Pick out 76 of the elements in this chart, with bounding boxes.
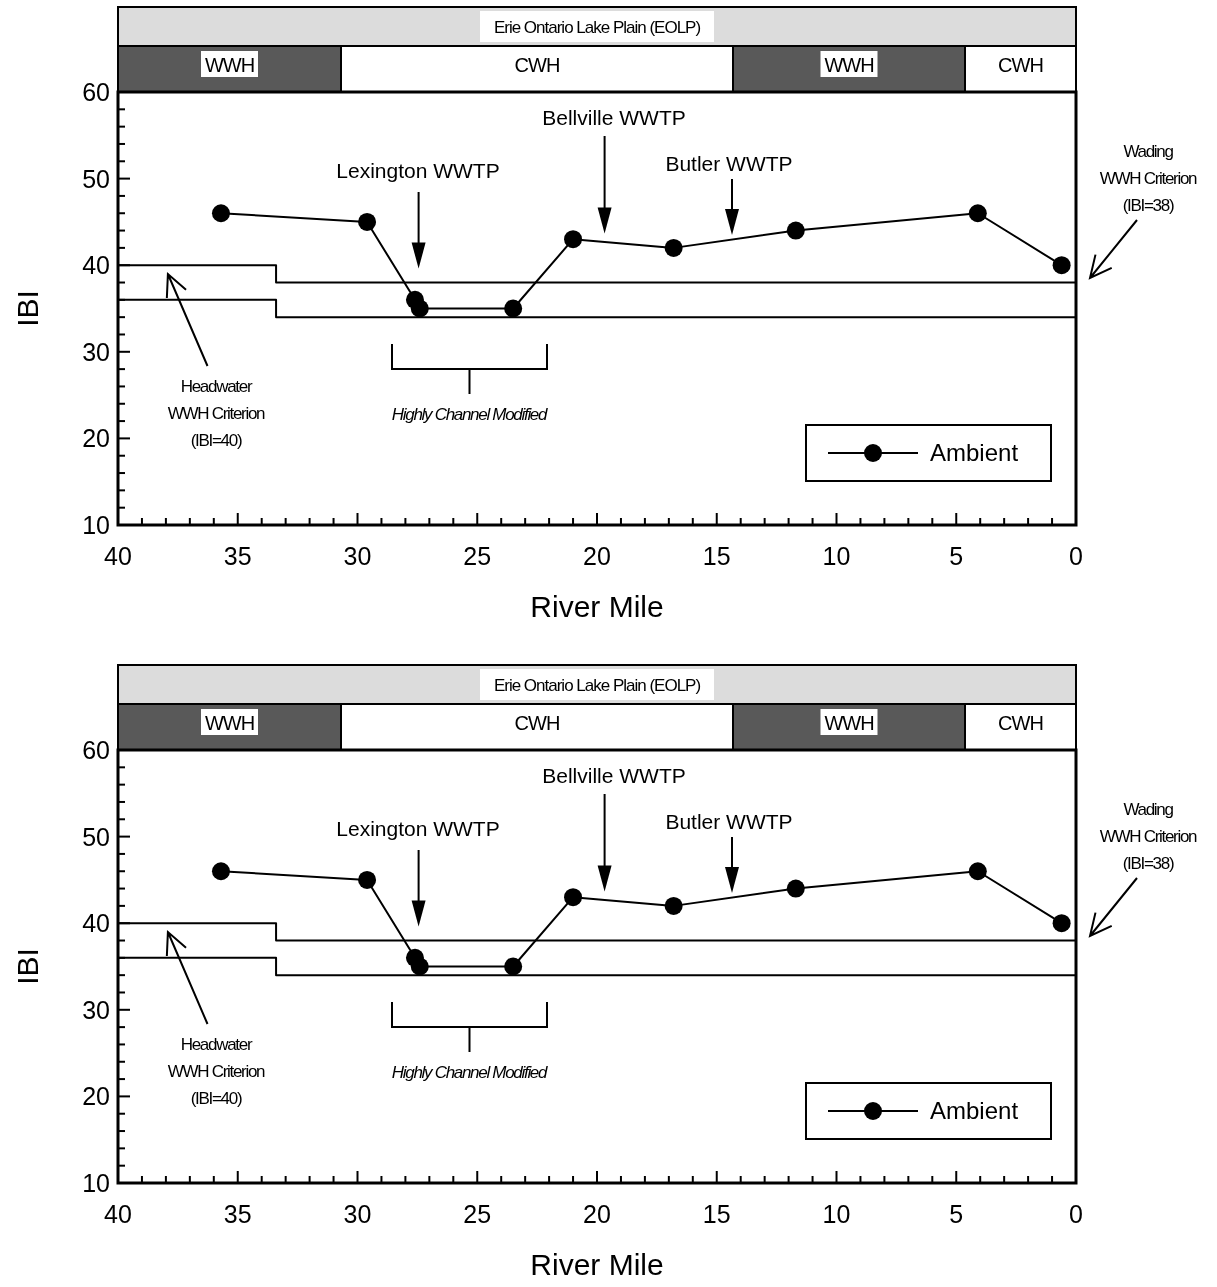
point <box>211 204 230 223</box>
y-tick-label: 30 <box>82 995 110 1024</box>
x-tick-label: 15 <box>702 1200 731 1228</box>
x-axis-title: River Mile <box>530 1248 664 1281</box>
text: CWH <box>998 712 1043 734</box>
text: CWH <box>514 712 560 734</box>
x-axis-title: River Mile <box>530 590 664 623</box>
text: WWH <box>824 54 874 76</box>
y-tick-label: 50 <box>82 164 110 193</box>
point <box>564 230 583 249</box>
x-tick-label: 10 <box>822 1200 851 1228</box>
text: CWH <box>998 54 1043 76</box>
x-tick-label: 0 <box>1069 542 1083 570</box>
text: WWH <box>204 54 255 76</box>
annotation: Bellville WWTP <box>542 764 686 787</box>
text: Wading WWH Criterion (IBI=38) <box>1099 800 1198 873</box>
annotation: Lexington WWTP <box>336 159 500 182</box>
x-tick-label: 15 <box>702 542 731 570</box>
x-tick-label: 35 <box>223 542 252 570</box>
y-tick-label: 60 <box>82 78 110 106</box>
x-tick-label: 40 <box>104 1200 132 1228</box>
point <box>211 862 230 881</box>
point <box>410 957 429 976</box>
text: Wading WWH Criterion (IBI=38) <box>1099 142 1198 215</box>
y-tick-label: 30 <box>82 337 110 366</box>
point <box>564 888 583 907</box>
point <box>1052 914 1071 933</box>
x-tick-label: 5 <box>949 542 964 570</box>
point <box>1052 256 1071 275</box>
y-tick-label: 20 <box>82 1082 110 1111</box>
point <box>786 221 805 240</box>
y-tick-label: 50 <box>82 822 110 851</box>
y-tick-label: 10 <box>82 1169 110 1197</box>
x-tick-label: 25 <box>463 542 492 570</box>
chart-title: Erie Ontario Lake Plain (EOLP) <box>493 676 701 695</box>
annotation: Headwater WWH Criterion (IBI=40) <box>167 1035 266 1108</box>
x-tick-label: 30 <box>343 1200 372 1228</box>
x-tick-label: 0 <box>1069 1200 1083 1228</box>
y-tick-label: 40 <box>82 909 110 938</box>
point <box>786 879 805 898</box>
point <box>358 870 377 889</box>
text: WWH <box>824 712 874 734</box>
point <box>968 862 987 881</box>
point <box>358 212 377 231</box>
text: WWH <box>204 712 255 734</box>
annotation: Butler WWTP <box>665 810 793 833</box>
x-tick-label: 10 <box>822 542 851 570</box>
annotation: Lexington WWTP <box>336 817 500 840</box>
y-axis-title: IBI <box>11 290 44 327</box>
annotation: Butler WWTP <box>665 152 793 175</box>
legend-label: Ambient <box>930 1097 1019 1124</box>
x-tick-label: 30 <box>343 542 372 570</box>
y-tick-label: 20 <box>82 424 110 453</box>
x-tick-label: 20 <box>583 1200 611 1228</box>
point <box>410 299 429 318</box>
annotation: Highly Channel Modified <box>391 405 549 424</box>
point <box>664 238 683 257</box>
point <box>968 204 987 223</box>
x-tick-label: 35 <box>223 1200 252 1228</box>
point <box>504 299 523 318</box>
y-axis-title: IBI <box>11 948 44 985</box>
text: CWH <box>514 54 560 76</box>
y-tick-label: 60 <box>82 736 110 764</box>
point <box>664 896 683 915</box>
y-tick-label: 10 <box>82 511 110 539</box>
annotation: Bellville WWTP <box>542 106 686 129</box>
annotation: Highly Channel Modified <box>391 1063 549 1082</box>
annotation: Headwater WWH Criterion (IBI=40) <box>167 377 266 450</box>
x-tick-label: 5 <box>949 1200 964 1228</box>
x-tick-label: 40 <box>104 542 132 570</box>
legend-label: Ambient <box>930 439 1019 466</box>
y-tick-label: 40 <box>82 251 110 280</box>
x-tick-label: 25 <box>463 1200 492 1228</box>
point <box>504 957 523 976</box>
chart-title: Erie Ontario Lake Plain (EOLP) <box>493 18 701 37</box>
x-tick-label: 20 <box>583 542 611 570</box>
